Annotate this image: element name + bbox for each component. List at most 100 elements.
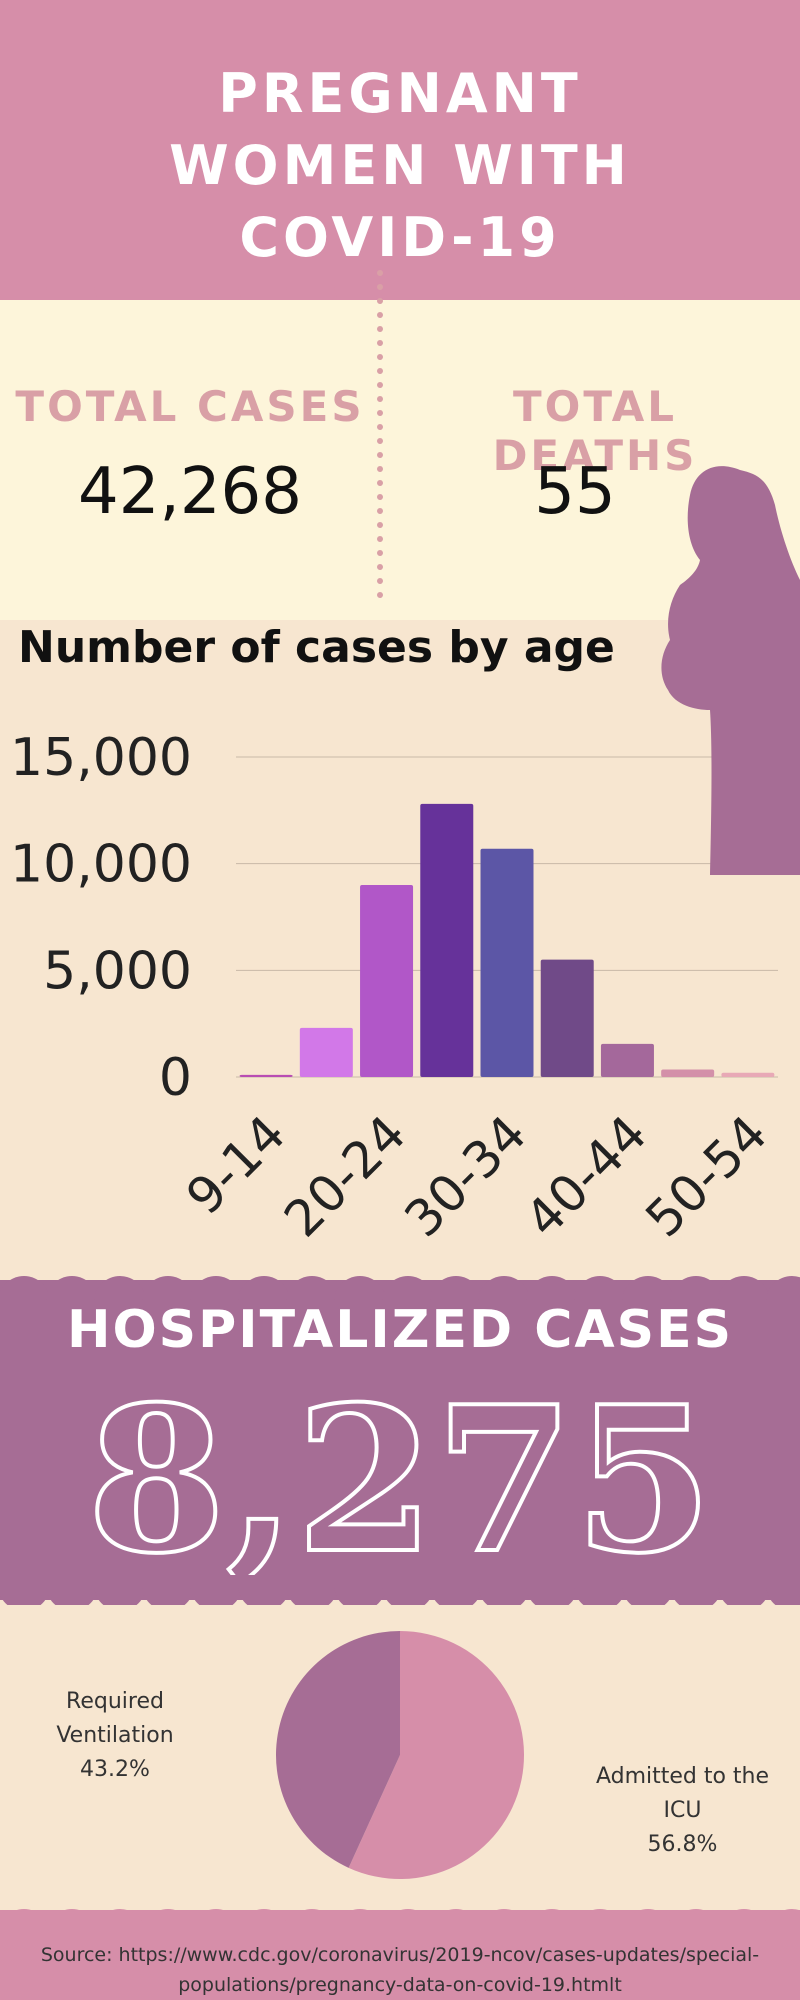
divider-dot [377, 424, 383, 430]
divider-dot [377, 536, 383, 542]
divider-dot [377, 382, 383, 388]
page-title: PREGNANT WOMEN WITH COVID-19 [0, 58, 800, 274]
scallop [478, 1585, 530, 1611]
icu-label: Admitted to the ICU 56.8% [585, 1760, 780, 1862]
chart-title: Number of cases by age [18, 622, 615, 673]
scallop [46, 1585, 98, 1611]
dotted-divider [377, 270, 383, 598]
scallop [94, 1585, 146, 1611]
x-tick-label: 20-24 [273, 1104, 417, 1248]
scallop [142, 1909, 194, 1935]
scallop [238, 1909, 290, 1935]
scallop [574, 1909, 626, 1935]
y-tick-label: 15,000 [10, 728, 192, 788]
scallop [430, 1585, 482, 1611]
divider-dot [377, 368, 383, 374]
source-line1: Source: https://www.cdc.gov/coronavirus/… [40, 1944, 760, 1966]
hospital-pie-chart [276, 1631, 524, 1879]
total-cases-value: 42,268 [78, 455, 302, 529]
scallop [766, 1276, 800, 1302]
scallop [142, 1276, 194, 1302]
scallop [286, 1585, 338, 1611]
divider-dot [377, 480, 383, 486]
stats-section [0, 300, 800, 620]
hospitalized-value-outline: 8,275 [85, 1365, 715, 1575]
scallop [718, 1276, 770, 1302]
divider-dot [377, 578, 383, 584]
divider-dot [377, 396, 383, 402]
x-tick-label: 50-54 [635, 1104, 779, 1248]
scallop [190, 1276, 242, 1302]
scallop [622, 1909, 674, 1935]
total-deaths-value: 55 [534, 455, 616, 529]
divider-dot [377, 438, 383, 444]
scallop [286, 1909, 338, 1935]
pregnant-woman-silhouette-icon [661, 466, 800, 875]
bar-9-14 [239, 1074, 293, 1077]
bar-35-39 [540, 959, 594, 1077]
pie-slice [276, 1631, 400, 1868]
scallop [0, 1276, 50, 1302]
title-line: PREGNANT WOMEN WITH COVID-19 [169, 62, 631, 269]
icu-label-line1: Admitted to the [595, 1764, 770, 1789]
divider-dot [377, 508, 383, 514]
hospitalized-value: 8,275 [87, 1365, 713, 1575]
scallop [238, 1585, 290, 1611]
bar-45-49 [661, 1069, 715, 1077]
scallop [382, 1276, 434, 1302]
scallop [670, 1276, 722, 1302]
scallop [190, 1585, 242, 1611]
y-tick-label: 10,000 [10, 835, 192, 895]
scallop [334, 1585, 386, 1611]
scallop [766, 1585, 800, 1611]
divider-dot [377, 592, 383, 598]
scallop [94, 1276, 146, 1302]
bar-25-29 [420, 803, 474, 1077]
divider-dot [377, 564, 383, 570]
x-tick-label: 40-44 [514, 1104, 658, 1248]
footer-scallops [0, 1909, 800, 1935]
ventilation-value: 43.2% [80, 1757, 150, 1782]
divider-dot [377, 522, 383, 528]
y-tick-label: 0 [159, 1048, 192, 1108]
divider-dot [377, 550, 383, 556]
divider-dot [377, 270, 383, 276]
total-cases-label: TOTAL CASES [15, 382, 365, 431]
scallop [46, 1276, 98, 1302]
scallop [478, 1276, 530, 1302]
total-deaths-label: TOTAL DEATHS [492, 382, 698, 480]
icu-label-line2: ICU [663, 1798, 702, 1823]
scallop [238, 1276, 290, 1302]
scallop [670, 1909, 722, 1935]
bar-30-34 [480, 848, 534, 1077]
source-line2: populations/pregnancy-data-on-covid-19.h… [178, 1974, 622, 1996]
age-bar-chart: 05,00010,00015,0009-1420-2430-3440-4450-… [10, 728, 779, 1248]
scallop [574, 1585, 626, 1611]
ventilation-label: Required Ventilation 43.2% [30, 1685, 200, 1787]
hospitalized-bottom-scallops [0, 1585, 800, 1611]
divider-dot [377, 494, 383, 500]
divider-dot [377, 340, 383, 346]
pie-slice [348, 1631, 524, 1879]
scallop [430, 1909, 482, 1935]
scallop [0, 1909, 50, 1935]
divider-dot [377, 298, 383, 304]
hospitalized-top-scallops [0, 1276, 800, 1302]
scallop [670, 1585, 722, 1611]
bar-40-44 [600, 1043, 654, 1077]
y-tick-label: 5,000 [43, 941, 192, 1001]
scallop [526, 1276, 578, 1302]
hospitalized-label: HOSPITALIZED CASES [66, 1300, 734, 1360]
scallop [526, 1585, 578, 1611]
hospitalized-section [0, 1280, 800, 1600]
scallop [574, 1276, 626, 1302]
scallop [382, 1585, 434, 1611]
divider-dot [377, 466, 383, 472]
scallop [0, 1585, 50, 1611]
scallop [190, 1909, 242, 1935]
source-citation: Source: https://www.cdc.gov/coronavirus/… [20, 1940, 780, 2000]
scallop [622, 1276, 674, 1302]
scallop [430, 1276, 482, 1302]
scallop [334, 1276, 386, 1302]
scallop [382, 1909, 434, 1935]
